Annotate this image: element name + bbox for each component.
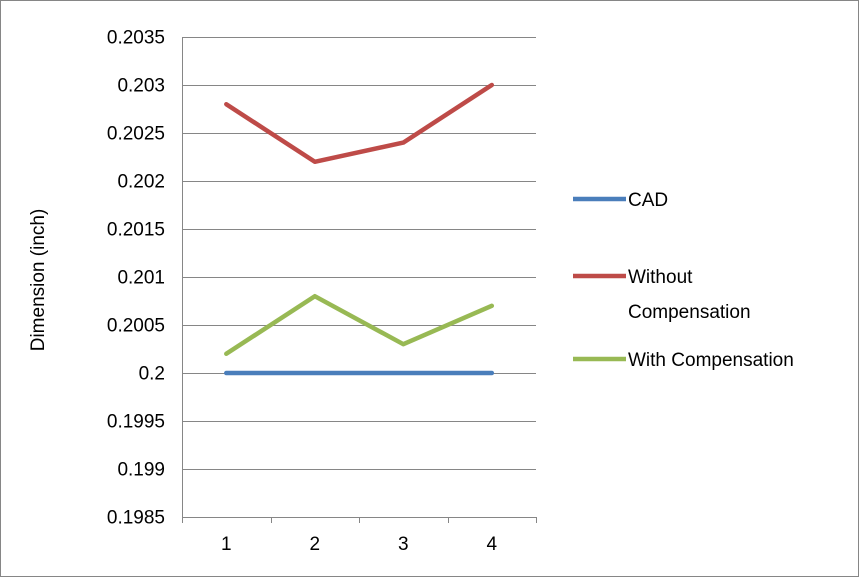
x-tick-labels: 1 2 3 4 (182, 517, 537, 555)
series-lines (224, 82, 495, 376)
y-tick-label: 0.2035 (107, 28, 165, 49)
x-tick-label: 1 (221, 534, 232, 555)
y-tick-label: 0.2 (139, 364, 165, 385)
y-tick-labels: 0.1985 0.199 0.1995 0.2 0.2005 0.201 0.2015 0.2… (107, 28, 165, 529)
y-tick-label: 0.203 (117, 76, 165, 97)
y-tick-label: 0.2015 (107, 220, 165, 241)
gridlines (182, 37, 536, 518)
y-tick-label: 0.2005 (107, 316, 165, 337)
y-tick-label: 0.1985 (107, 508, 165, 529)
legend-label-without-compensation: Compensation (628, 302, 751, 323)
y-tick-label: 0.2025 (107, 124, 165, 145)
series-line-with-compensation (224, 293, 495, 357)
y-tick-label: 0.1995 (107, 412, 165, 433)
x-tick-label: 2 (309, 534, 320, 555)
y-tick-label: 0.199 (117, 460, 165, 481)
y-axis-label: Dimension (inch) (28, 209, 49, 352)
legend-label-cad: CAD (628, 190, 668, 211)
series-line-without-compensation (224, 82, 495, 165)
legend-label-with-compensation: With Compensation (628, 350, 794, 371)
legend-label-without-compensation: Without (628, 267, 693, 288)
x-tick-label: 3 (398, 534, 409, 555)
y-tick-label: 0.201 (117, 268, 165, 289)
y-tick-label: 0.202 (117, 172, 165, 193)
legend: CAD Without Compensation With Compensation (573, 190, 794, 371)
x-tick-label: 4 (486, 534, 497, 555)
